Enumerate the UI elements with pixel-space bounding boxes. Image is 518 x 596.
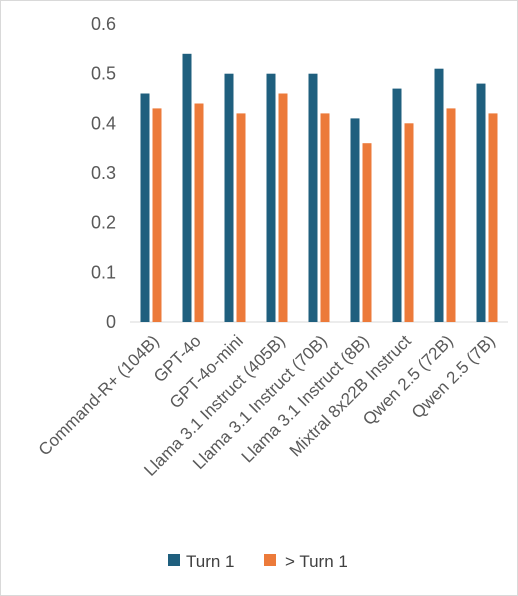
bars [140, 53, 498, 323]
bar-series-0 [476, 83, 486, 322]
bar-series-1 [446, 108, 456, 323]
bar-series-1 [236, 113, 246, 323]
y-tick-label: 0.6 [91, 14, 116, 34]
bar-series-0 [182, 53, 192, 323]
bar-series-1 [488, 113, 498, 323]
legend-label-turn-gt-1: > Turn 1 [285, 552, 348, 571]
bar-series-0 [224, 73, 234, 322]
bar-series-1 [278, 93, 288, 322]
bar-series-0 [308, 73, 318, 322]
legend-swatch-turn-1 [168, 554, 180, 566]
y-tick-label: 0.4 [91, 113, 116, 133]
legend-swatch-turn-gt-1 [264, 554, 276, 566]
bar-series-1 [152, 108, 162, 323]
legend: Turn 1 > Turn 1 [168, 552, 348, 571]
bar-series-1 [320, 113, 330, 323]
bar-series-0 [434, 68, 444, 322]
y-tick-label: 0.5 [91, 64, 116, 84]
bar-series-0 [392, 88, 402, 322]
y-tick-label: 0 [106, 312, 116, 332]
y-tick-label: 0.3 [91, 163, 116, 183]
y-axis-ticks: 0 0.1 0.2 0.3 0.4 0.5 0.6 [91, 14, 116, 332]
bar-series-0 [350, 118, 360, 323]
x-axis-category-labels: Command-R+ (104B)GPT-4oGPT-4o-miniLlama … [35, 331, 499, 480]
y-tick-label: 0.2 [91, 213, 116, 233]
bar-series-0 [266, 73, 276, 322]
y-tick-label: 0.1 [91, 262, 116, 282]
x-category-label: Command-R+ (104B) [35, 331, 163, 459]
bar-series-1 [404, 123, 414, 322]
bar-series-0 [140, 93, 150, 322]
bar-series-1 [362, 143, 372, 322]
legend-label-turn-1: Turn 1 [186, 552, 235, 571]
bar-series-1 [194, 103, 204, 322]
